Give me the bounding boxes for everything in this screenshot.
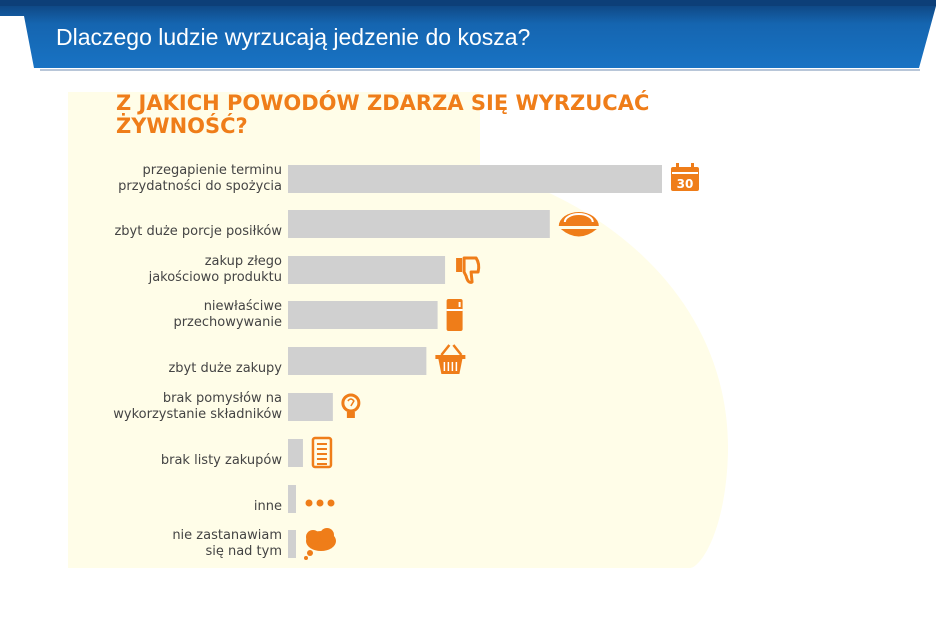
- bar-group: [288, 165, 662, 558]
- bar-1: [288, 165, 662, 193]
- bar-8: [288, 485, 296, 513]
- category-label-9: nie zastanawiam się nad tym: [172, 528, 282, 559]
- list-icon: [311, 436, 333, 469]
- background-shape: [68, 92, 729, 568]
- header-banner: [0, 0, 936, 71]
- svg-text:30: 30: [677, 177, 694, 191]
- bar-6: [288, 393, 333, 421]
- category-label-1: przegapienie terminu przydatności do spo…: [118, 163, 282, 194]
- basket-icon: [435, 344, 466, 374]
- category-label-2: zbyt duże porcje posiłków: [114, 224, 282, 239]
- bar-7: [288, 439, 303, 467]
- chart: 30 Z JAKICH POWODÓW ZDARZA SIĘ WYRZUCAĆ …: [0, 72, 936, 642]
- category-label-5: zbyt duże zakupy: [168, 361, 282, 376]
- chart-title: Z JAKICH POWODÓW ZDARZA SIĘ WYRZUCAĆ ŻYW…: [116, 91, 650, 138]
- category-label-3: zakup złego jakościowo produktu: [148, 254, 282, 285]
- bar-5: [288, 347, 427, 375]
- fridge-icon: [446, 299, 463, 331]
- slide-header: Dlaczego ludzie wyrzucają jedzenie do ko…: [0, 0, 936, 72]
- lightbulb-icon: [341, 393, 361, 418]
- bar-4: [288, 301, 438, 329]
- chart-canvas: 30: [68, 92, 729, 568]
- category-label-7: brak listy zakupów: [160, 453, 282, 468]
- bowl-icon: [558, 212, 599, 237]
- bar-9: [288, 530, 296, 558]
- thumbs-down-icon: [456, 256, 481, 284]
- slide-title: Dlaczego ludzie wyrzucają jedzenie do ko…: [56, 24, 531, 50]
- bar-3: [288, 256, 446, 284]
- dots-icon: [305, 499, 335, 507]
- category-label-8: inne: [253, 499, 282, 514]
- category-label-4: niewłaściwe przechowywanie: [173, 299, 282, 330]
- category-label-6: brak pomysłów na wykorzystanie składnikó…: [113, 391, 282, 422]
- bar-2: [288, 210, 550, 238]
- calendar-icon: 30: [671, 163, 699, 191]
- background-shape-path: [68, 92, 729, 568]
- icon-group: 30: [304, 163, 699, 560]
- thought-bubble-icon: [304, 528, 336, 560]
